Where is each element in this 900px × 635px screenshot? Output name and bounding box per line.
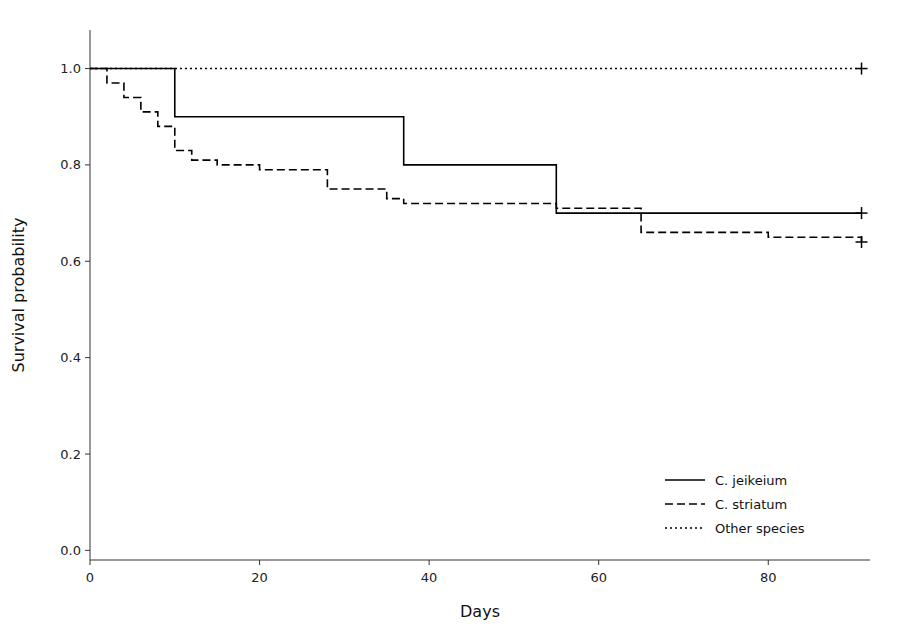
y-tick-label: 1.0 bbox=[60, 61, 81, 76]
legend: C. jeikeium C. striatum Other species bbox=[665, 473, 805, 536]
legend-swatch bbox=[665, 527, 705, 529]
survival-curve bbox=[90, 69, 862, 242]
axes: 0 20 40 60 80 0.0 0.2 0.4 0.6 0.8 1.0 bbox=[60, 30, 870, 585]
y-tick-label: 0.8 bbox=[60, 157, 81, 172]
x-axis-line bbox=[90, 560, 870, 561]
x-axis-label: Days bbox=[460, 602, 500, 621]
y-tick bbox=[85, 357, 90, 358]
x-tick bbox=[768, 560, 769, 565]
x-tick-label: 80 bbox=[760, 570, 777, 585]
x-tick-label: 20 bbox=[251, 570, 268, 585]
x-tick bbox=[259, 560, 260, 565]
censor-mark bbox=[856, 207, 868, 219]
x-tick-label: 60 bbox=[590, 570, 607, 585]
legend-label: Other species bbox=[715, 521, 805, 536]
y-tick bbox=[85, 164, 90, 165]
y-tick bbox=[85, 454, 90, 455]
x-tick bbox=[90, 560, 91, 565]
legend-swatch bbox=[665, 479, 705, 481]
y-tick bbox=[85, 261, 90, 262]
plot-area bbox=[90, 63, 868, 248]
y-axis-line bbox=[90, 30, 91, 560]
censor-mark bbox=[856, 236, 868, 248]
x-tick bbox=[598, 560, 599, 565]
y-axis-label: Survival probability bbox=[9, 218, 28, 373]
y-tick bbox=[85, 68, 90, 69]
y-tick-label: 0.0 bbox=[60, 543, 81, 558]
legend-label: C. jeikeium bbox=[715, 473, 787, 488]
legend-label: C. striatum bbox=[715, 497, 787, 512]
chart: 0 20 40 60 80 0.0 0.2 0.4 0.6 0.8 1.0 Days Survival … bbox=[0, 0, 900, 635]
y-tick-label: 0.6 bbox=[60, 254, 81, 269]
x-tick-label: 40 bbox=[421, 570, 438, 585]
survival-curve bbox=[90, 68, 862, 70]
y-tick bbox=[85, 550, 90, 551]
x-tick-label: 0 bbox=[86, 570, 94, 585]
y-tick-label: 0.2 bbox=[60, 447, 81, 462]
survival-curve bbox=[90, 69, 862, 214]
censor-mark bbox=[856, 63, 868, 75]
legend-swatch bbox=[665, 503, 705, 505]
x-tick bbox=[429, 560, 430, 565]
y-tick-label: 0.4 bbox=[60, 350, 81, 365]
